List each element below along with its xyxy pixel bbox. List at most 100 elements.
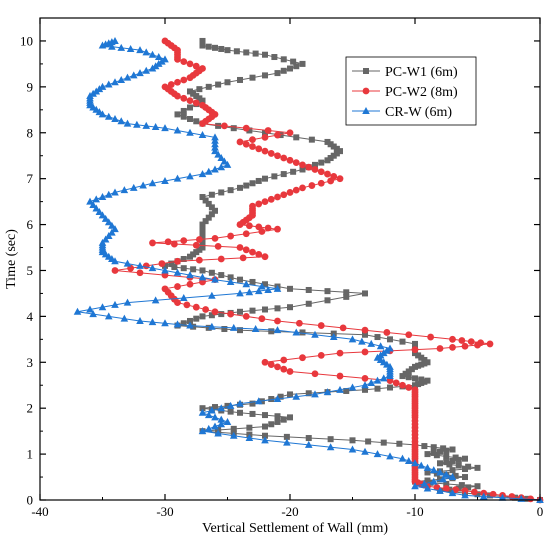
- data-point: [262, 175, 268, 182]
- data-point: [173, 126, 182, 134]
- data-point: [243, 182, 250, 189]
- data-point: [220, 122, 228, 130]
- data-point: [274, 418, 281, 425]
- data-point: [133, 120, 141, 128]
- data-point: [373, 376, 382, 384]
- data-point: [343, 387, 350, 394]
- data-point: [262, 281, 268, 288]
- data-point: [343, 293, 350, 300]
- data-point: [254, 287, 263, 295]
- data-point: [258, 282, 266, 290]
- data-point: [318, 159, 325, 166]
- data-point: [237, 327, 243, 334]
- data-point: [167, 81, 175, 88]
- data-point: [211, 234, 219, 242]
- data-point: [280, 171, 287, 178]
- data-point: [199, 65, 206, 72]
- data-point: [398, 454, 407, 462]
- data-point: [217, 163, 226, 171]
- data-point: [262, 129, 268, 136]
- data-point: [151, 296, 160, 304]
- data-point: [211, 413, 219, 421]
- data-point: [136, 46, 144, 54]
- data-point: [287, 304, 293, 311]
- data-point: [208, 204, 215, 211]
- data-point: [274, 131, 281, 139]
- data-point: [161, 266, 169, 274]
- data-point: [199, 37, 206, 44]
- data-point: [161, 124, 169, 132]
- data-point: [199, 267, 206, 274]
- series-layer: [73, 36, 544, 504]
- data-point: [429, 477, 438, 485]
- data-point: [299, 60, 306, 67]
- data-point: [455, 456, 462, 463]
- data-point: [361, 381, 369, 389]
- data-point: [415, 352, 422, 359]
- data-point: [237, 276, 243, 283]
- data-point: [486, 340, 494, 348]
- data-point: [243, 49, 250, 56]
- legend-label: PC-W1 (6m): [385, 65, 458, 80]
- data-point: [262, 51, 268, 58]
- data-point: [249, 307, 256, 314]
- data-point: [227, 274, 234, 281]
- data-point: [180, 320, 187, 327]
- data-point: [123, 298, 132, 306]
- data-point: [280, 191, 288, 199]
- data-point: [376, 342, 385, 350]
- data-point: [92, 195, 101, 203]
- data-point: [437, 460, 443, 467]
- data-point: [190, 251, 197, 258]
- data-point: [180, 265, 187, 272]
- data-point: [136, 316, 144, 324]
- data-point: [149, 239, 156, 247]
- legend-label: CR-W (6m): [385, 105, 452, 120]
- data-point: [343, 289, 350, 296]
- data-point: [174, 283, 181, 290]
- data-point: [292, 159, 300, 167]
- data-point: [246, 424, 253, 431]
- data-point: [437, 476, 443, 483]
- data-point: [262, 423, 268, 430]
- data-point: [199, 234, 206, 241]
- data-point: [420, 479, 429, 487]
- data-point: [261, 253, 269, 261]
- data-point: [198, 273, 207, 281]
- data-point: [154, 53, 163, 61]
- legend-item: PC-W2 (8m): [352, 85, 458, 100]
- data-point: [305, 163, 313, 171]
- data-point: [174, 78, 181, 86]
- data-point: [148, 50, 157, 58]
- data-point: [327, 141, 334, 148]
- data-point: [217, 415, 226, 423]
- data-point: [442, 470, 451, 478]
- data-point: [274, 193, 281, 201]
- y-tick-label: 4: [27, 309, 34, 324]
- data-point: [286, 156, 294, 164]
- data-point: [304, 440, 313, 448]
- data-point: [267, 195, 275, 203]
- data-point: [336, 175, 344, 183]
- data-point: [255, 200, 263, 208]
- data-point: [367, 378, 376, 386]
- data-point: [274, 305, 281, 312]
- data-point: [295, 319, 303, 327]
- data-point: [286, 129, 294, 137]
- data-point: [237, 76, 243, 83]
- data-point: [399, 373, 406, 380]
- data-point: [404, 456, 413, 464]
- data-point: [293, 63, 300, 70]
- data-point: [424, 469, 431, 476]
- data-point: [183, 301, 191, 309]
- data-point: [237, 308, 243, 315]
- data-point: [411, 386, 419, 394]
- data-point: [242, 280, 251, 288]
- data-point: [117, 75, 126, 83]
- data-point: [299, 329, 306, 336]
- data-point: [208, 322, 216, 330]
- data-point: [311, 370, 319, 378]
- data-point: [230, 125, 237, 132]
- data-point: [436, 486, 444, 494]
- data-point: [433, 470, 440, 477]
